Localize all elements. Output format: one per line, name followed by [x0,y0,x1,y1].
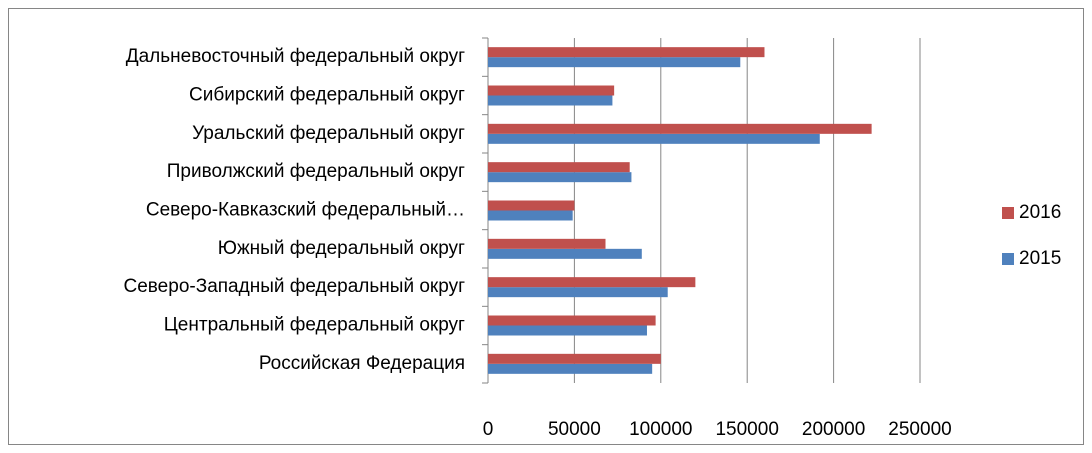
bar [488,363,653,374]
bar [488,200,575,211]
x-tick-label: 0 [483,419,494,440]
chart-border [8,8,1084,445]
y-tick-label: Приволжский федеральный округ [167,161,465,182]
bar [488,287,668,298]
bar [488,315,656,326]
bar [488,172,632,183]
bar [488,162,630,173]
y-tick-label: Центральный федеральный округ [164,315,465,336]
y-tick-label: Уральский федеральный округ [192,123,465,144]
bar [488,47,765,58]
bar [488,123,872,134]
x-tick-label: 200000 [802,419,865,440]
x-tick-label: 150000 [715,419,778,440]
bar [488,248,642,259]
y-tick-label: Сибирский федеральный округ [189,85,465,106]
y-tick-label: Южный федеральный округ [218,238,465,259]
y-tick-label: Дальневосточный федеральный округ [126,46,465,67]
bar [488,238,606,249]
bar [488,133,820,144]
x-tick-label: 100000 [629,419,692,440]
bar [488,95,613,106]
bar [488,325,647,336]
x-tick-label: 50000 [548,419,601,440]
bar [488,57,741,68]
legend-swatch [1002,253,1014,265]
legend-label: 2016 [1019,202,1061,223]
y-tick-label: Российская Федерация [259,353,465,374]
bar [488,85,615,96]
legend-label: 2015 [1019,248,1061,269]
y-tick-label: Северо-Западный федеральный округ [124,276,466,297]
bar [488,210,573,221]
bar [488,353,661,364]
legend-swatch [1002,207,1014,219]
y-tick-label: Северо-Кавказский федеральный… [146,200,465,221]
x-tick-label: 250000 [888,419,951,440]
bar [488,277,696,288]
